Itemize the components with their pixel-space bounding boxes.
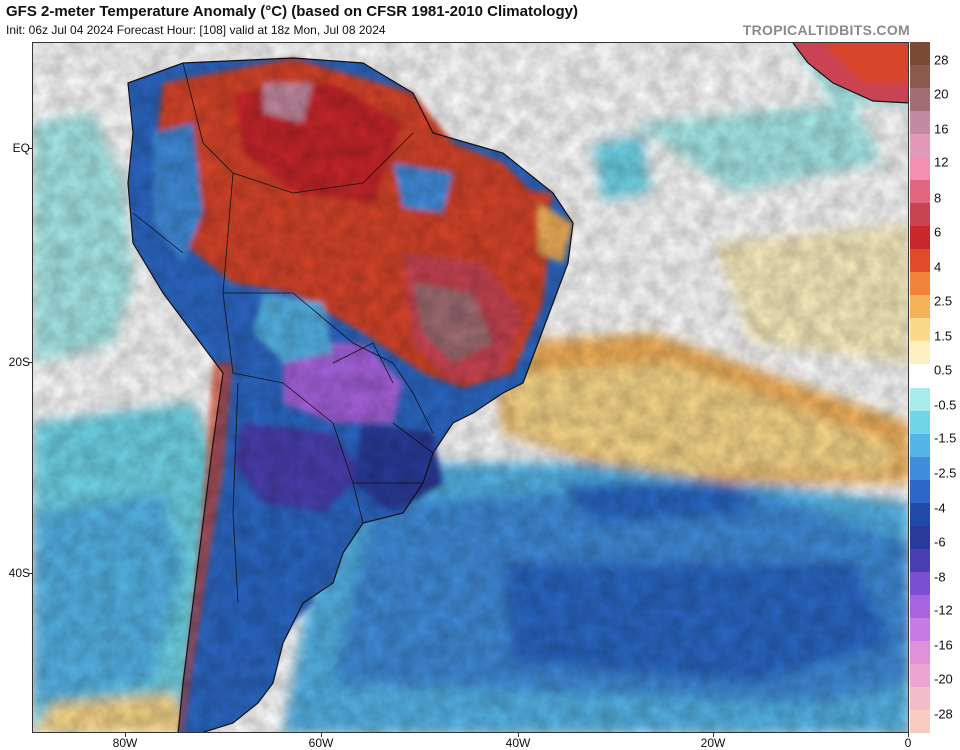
lon-label-40w: 40W bbox=[505, 736, 531, 750]
colorbar-swatch bbox=[910, 525, 930, 550]
colorbar-swatch bbox=[910, 502, 930, 527]
colorbar-swatch bbox=[910, 617, 930, 642]
colorbar-swatch bbox=[910, 88, 930, 112]
colorbar-swatch bbox=[910, 180, 930, 204]
colorbar-swatch bbox=[910, 249, 930, 273]
colorbar-swatch bbox=[910, 433, 930, 458]
colorbar-label: -1.5 bbox=[934, 430, 957, 446]
colorbar-swatch bbox=[910, 479, 930, 504]
colorbar-label: -8 bbox=[934, 569, 946, 585]
colorbar-label: 4 bbox=[934, 259, 942, 275]
colorbar-label: 1.5 bbox=[934, 328, 953, 344]
lon-tick bbox=[518, 733, 519, 737]
colorbar-swatch bbox=[910, 594, 930, 619]
colorbar-legend: 28 20 16 12 8 6 4 2.5 1.5 0.5 -0.5 -1.5 -2.5 -4 -6 -8 -1… bbox=[910, 42, 960, 734]
colorbar-swatch bbox=[910, 65, 930, 89]
lon-tick bbox=[713, 733, 714, 737]
colorbar-swatch bbox=[910, 364, 930, 388]
colorbar-swatch bbox=[910, 410, 930, 435]
colorbar-swatch bbox=[910, 709, 930, 734]
lon-tick bbox=[908, 733, 909, 737]
colorbar-swatch bbox=[910, 134, 930, 158]
colorbar-label: 6 bbox=[934, 224, 942, 240]
colorbar-label: 12 bbox=[934, 154, 949, 170]
lon-label-80w: 80W bbox=[112, 736, 138, 750]
colorbar-swatch bbox=[910, 111, 930, 135]
colorbar-label: 16 bbox=[934, 121, 949, 137]
colorbar-label: 2.5 bbox=[934, 293, 953, 309]
colorbar-swatch bbox=[910, 387, 930, 412]
colorbar-label: -16 bbox=[934, 637, 953, 653]
lon-label-60w: 60W bbox=[308, 736, 334, 750]
colorbar-label: -4 bbox=[934, 500, 946, 516]
colorbar-swatch bbox=[910, 272, 930, 296]
colorbar-swatch bbox=[910, 295, 930, 319]
colorbar-swatch bbox=[910, 42, 930, 66]
coastline bbox=[127, 57, 574, 732]
colorbar-label: -2.5 bbox=[934, 465, 957, 481]
brand-label[interactable]: TROPICALTIDBITS.COM bbox=[742, 22, 910, 38]
lon-tick bbox=[125, 733, 126, 737]
lat-label-20s: 20S bbox=[8, 355, 30, 369]
lon-tick bbox=[321, 733, 322, 737]
colorbar-swatch bbox=[910, 663, 930, 688]
colorbar-label: 20 bbox=[934, 86, 949, 102]
colorbar-label: 0.5 bbox=[934, 362, 953, 378]
colorbar-label: -28 bbox=[934, 706, 953, 722]
colorbar-swatch bbox=[910, 318, 930, 342]
colorbar-label: -12 bbox=[934, 602, 953, 618]
lon-label-0: 0 bbox=[904, 736, 912, 750]
colorbar-swatch bbox=[910, 548, 930, 573]
colorbar-label: -0.5 bbox=[934, 397, 957, 413]
lat-tick bbox=[28, 362, 32, 363]
colorbar-label: -6 bbox=[934, 534, 946, 550]
lat-tick bbox=[28, 148, 32, 149]
colorbar-label: 8 bbox=[934, 190, 942, 206]
colorbar-swatch bbox=[910, 226, 930, 250]
colorbar-label: -20 bbox=[934, 671, 953, 687]
colorbar-swatch bbox=[910, 456, 930, 481]
map-title: GFS 2-meter Temperature Anomaly (°C) (ba… bbox=[6, 3, 578, 20]
map-panel[interactable] bbox=[32, 42, 909, 733]
south-america-land bbox=[33, 43, 908, 732]
country-borders bbox=[132, 62, 434, 604]
colorbar-swatch bbox=[910, 341, 930, 365]
colorbar-swatch bbox=[910, 157, 930, 181]
colorbar-swatch bbox=[910, 571, 930, 596]
colorbar-label: 28 bbox=[934, 52, 949, 68]
lon-label-20w: 20W bbox=[700, 736, 726, 750]
map-subtitle: Init: 06z Jul 04 2024 Forecast Hour: [10… bbox=[6, 23, 386, 37]
lat-tick bbox=[28, 573, 32, 574]
lat-label-eq: EQ bbox=[12, 141, 30, 155]
temperature-anomaly-map bbox=[33, 43, 908, 732]
colorbar-swatch bbox=[910, 640, 930, 665]
colorbar-swatch bbox=[910, 203, 930, 227]
africa-land bbox=[792, 43, 908, 104]
colorbar-swatch bbox=[910, 686, 930, 711]
lat-label-40s: 40S bbox=[8, 566, 30, 580]
